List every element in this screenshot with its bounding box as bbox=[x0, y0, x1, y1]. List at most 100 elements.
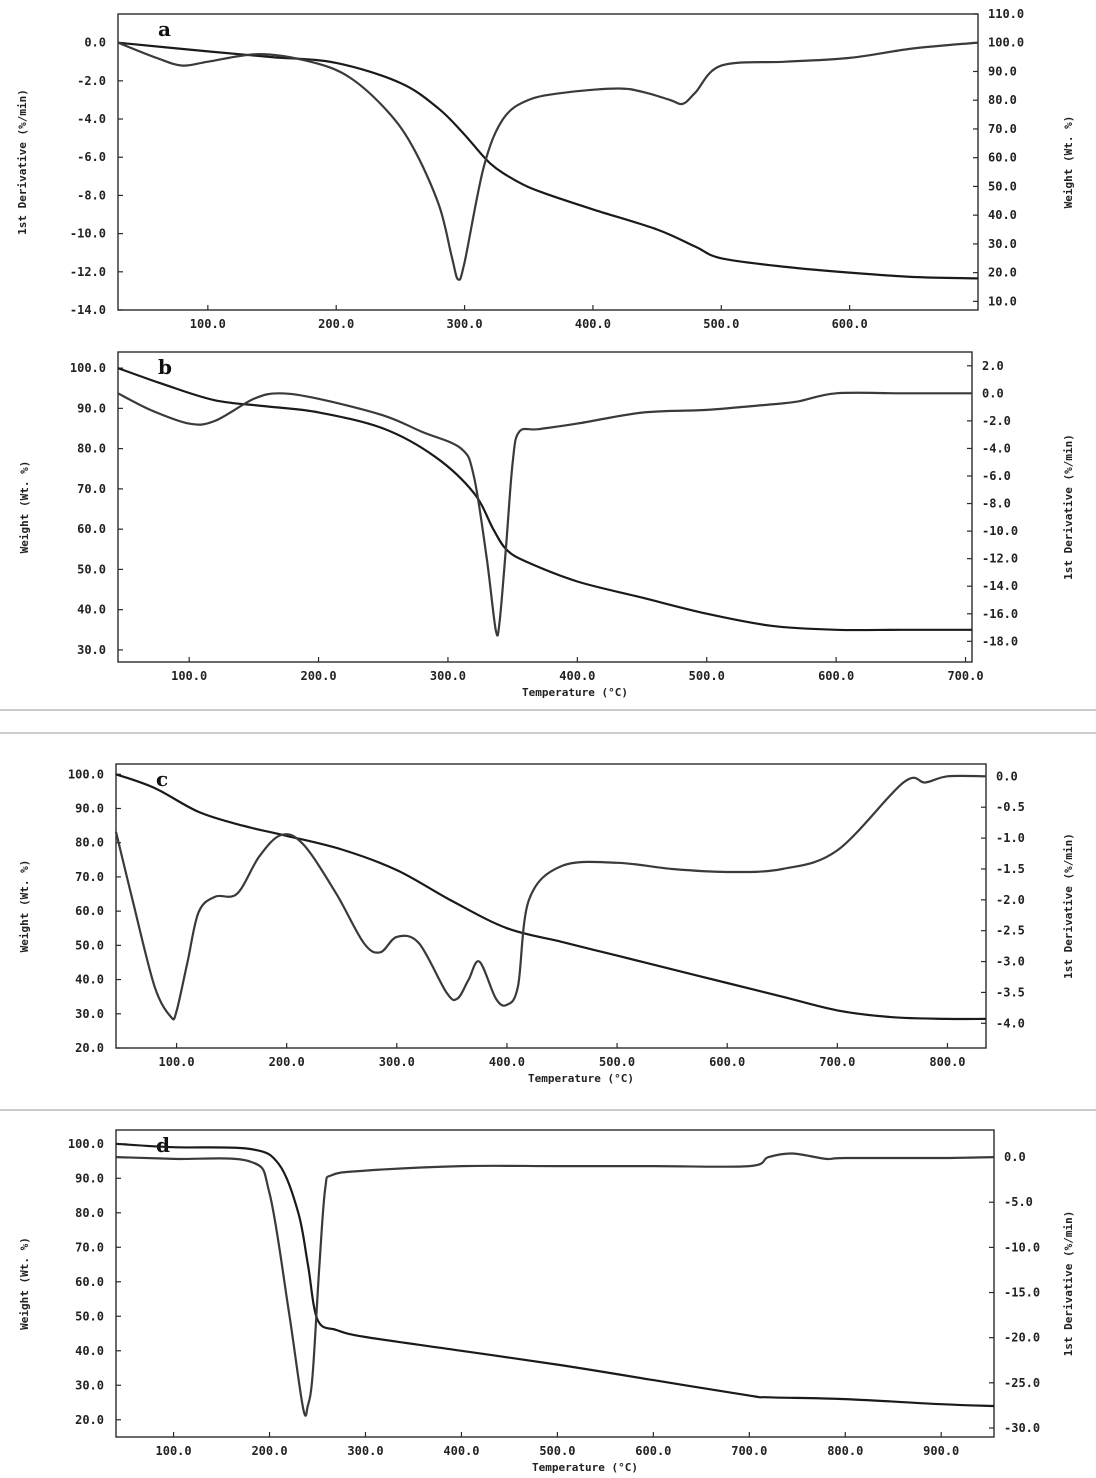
y-right-tick-label: -10.0 bbox=[982, 524, 1018, 538]
y-left-tick-label: 0.0 bbox=[84, 36, 106, 50]
y-right-tick-label: 10.0 bbox=[988, 294, 1017, 308]
y-left-tick-label: 70.0 bbox=[77, 482, 106, 496]
x-tick-label: 200.0 bbox=[251, 1444, 287, 1458]
x-tick-label: 500.0 bbox=[539, 1444, 575, 1458]
y-left-tick-label: 30.0 bbox=[77, 643, 106, 657]
y-right-axis-title: 1st Derivative (%/min) bbox=[1062, 1211, 1075, 1357]
y-left-tick-label: 80.0 bbox=[75, 1206, 104, 1220]
x-tick-label: 600.0 bbox=[709, 1055, 745, 1069]
x-tick-label: 600.0 bbox=[818, 669, 854, 683]
y-left-tick-label: 60.0 bbox=[75, 1275, 104, 1289]
y-left-tick-label: 80.0 bbox=[77, 442, 106, 456]
x-tick-label: 600.0 bbox=[635, 1444, 671, 1458]
y-right-axis-title: 1st Derivative (%/min) bbox=[1062, 434, 1075, 580]
x-tick-label: 500.0 bbox=[689, 669, 725, 683]
y-right-tick-label: -5.0 bbox=[1004, 1195, 1033, 1209]
y-left-tick-label: 20.0 bbox=[75, 1041, 104, 1055]
y-left-tick-label: 100.0 bbox=[68, 1137, 104, 1151]
y-left-tick-label: 90.0 bbox=[75, 801, 104, 815]
y-left-tick-label: -8.0 bbox=[77, 188, 106, 202]
y-right-tick-label: -14.0 bbox=[982, 579, 1018, 593]
x-tick-label: 700.0 bbox=[819, 1055, 855, 1069]
y-right-tick-label: -18.0 bbox=[982, 634, 1018, 648]
y-left-tick-label: -12.0 bbox=[70, 265, 106, 279]
y-right-tick-label: -2.0 bbox=[982, 414, 1011, 428]
y-left-axis-title: 1st Derivative (%/min) bbox=[16, 89, 29, 235]
derivative-curve bbox=[115, 1152, 995, 1417]
plot-frame bbox=[115, 1129, 995, 1438]
y-left-tick-label: 90.0 bbox=[77, 401, 106, 415]
y-right-tick-label: -4.0 bbox=[996, 1016, 1025, 1030]
panel-b: b 100.0 200.0 300.0 400.0 500.0 600.0 700.0 100.… bbox=[18, 351, 1075, 699]
weight-curve bbox=[117, 367, 972, 632]
y-right-tick-label: -6.0 bbox=[982, 469, 1011, 483]
y-left-tick-label: 80.0 bbox=[75, 836, 104, 850]
y-left-tick-label: 100.0 bbox=[68, 767, 104, 781]
y-left-tick-label: 50.0 bbox=[75, 938, 104, 952]
plot-frame bbox=[117, 351, 973, 663]
y-right-tick-label: 50.0 bbox=[988, 179, 1017, 193]
y-right-tick-label: 2.0 bbox=[982, 359, 1004, 373]
y-left-tick-label: 70.0 bbox=[75, 870, 104, 884]
x-tick-label: 500.0 bbox=[703, 317, 739, 331]
derivative-curve bbox=[114, 774, 987, 1021]
y-right-tick-label: -30.0 bbox=[1004, 1421, 1040, 1435]
y-left-tick-label: 70.0 bbox=[75, 1240, 104, 1254]
y-left-tick-label: 60.0 bbox=[77, 522, 106, 536]
y-left-axis-title: Weight (Wt. %) bbox=[18, 461, 31, 554]
panel-letter: c bbox=[156, 767, 168, 791]
y-right-tick-label: -25.0 bbox=[1004, 1376, 1040, 1390]
plot-frame bbox=[117, 13, 979, 311]
derivative-curve bbox=[117, 41, 979, 281]
y-right-tick-label: -16.0 bbox=[982, 607, 1018, 621]
x-tick-label: 100.0 bbox=[190, 317, 226, 331]
y-right-tick-label: -8.0 bbox=[982, 497, 1011, 511]
y-left-tick-label: 20.0 bbox=[75, 1413, 104, 1427]
y-right-tick-label: 100.0 bbox=[988, 36, 1024, 50]
x-tick-label: 400.0 bbox=[575, 317, 611, 331]
panel-a: a 100.0 200.0 300.0 400.0 500.0 600.0 0.0 -2.0 -4… bbox=[16, 7, 1075, 331]
x-tick-label: 700.0 bbox=[947, 669, 983, 683]
y-right-tick-label: -3.5 bbox=[996, 985, 1025, 999]
y-right-tick-label: -2.0 bbox=[996, 893, 1025, 907]
weight-curve bbox=[115, 1142, 995, 1408]
y-right-axis-title: 1st Derivative (%/min) bbox=[1062, 833, 1075, 979]
y-right-tick-label: 90.0 bbox=[988, 64, 1017, 78]
y-right-tick-label: 0.0 bbox=[996, 769, 1018, 783]
y-right-tick-label: 110.0 bbox=[988, 7, 1024, 21]
x-tick-label: 200.0 bbox=[269, 1055, 305, 1069]
y-left-tick-label: 50.0 bbox=[77, 562, 106, 576]
y-left-tick-label: 90.0 bbox=[75, 1171, 104, 1185]
panel-letter: a bbox=[158, 17, 171, 41]
x-tick-label: 700.0 bbox=[731, 1444, 767, 1458]
y-right-tick-label: 0.0 bbox=[1004, 1150, 1026, 1164]
x-tick-label: 300.0 bbox=[447, 317, 483, 331]
y-left-tick-label: -2.0 bbox=[77, 74, 106, 88]
y-right-tick-label: 30.0 bbox=[988, 237, 1017, 251]
x-tick-label: 900.0 bbox=[923, 1444, 959, 1458]
y-right-tick-label: -20.0 bbox=[1004, 1331, 1040, 1345]
y-right-tick-label: 0.0 bbox=[982, 386, 1004, 400]
y-right-tick-label: 60.0 bbox=[988, 151, 1017, 165]
y-left-tick-label: -10.0 bbox=[70, 227, 106, 241]
x-axis-title: Temperature (°C) bbox=[528, 1072, 634, 1085]
y-left-tick-label: 60.0 bbox=[75, 904, 104, 918]
y-right-axis-title: Weight (Wt. %) bbox=[1062, 116, 1075, 209]
x-tick-label: 200.0 bbox=[300, 669, 336, 683]
weight-curve bbox=[115, 773, 987, 1021]
panel-letter: b bbox=[158, 355, 172, 379]
derivative-curve bbox=[117, 391, 972, 637]
y-left-tick-label: 30.0 bbox=[75, 1007, 104, 1021]
y-left-tick-label: 40.0 bbox=[75, 1344, 104, 1358]
y-right-tick-label: -1.5 bbox=[996, 862, 1025, 876]
x-tick-label: 300.0 bbox=[430, 669, 466, 683]
y-left-axis-title: Weight (Wt. %) bbox=[18, 860, 31, 953]
x-tick-label: 100.0 bbox=[156, 1444, 192, 1458]
y-left-tick-label: 50.0 bbox=[75, 1309, 104, 1323]
y-right-tick-label: 20.0 bbox=[988, 266, 1017, 280]
x-tick-label: 400.0 bbox=[443, 1444, 479, 1458]
x-tick-label: 100.0 bbox=[171, 669, 207, 683]
x-tick-label: 300.0 bbox=[379, 1055, 415, 1069]
y-right-tick-label: -0.5 bbox=[996, 800, 1025, 814]
y-right-tick-label: 40.0 bbox=[988, 208, 1017, 222]
